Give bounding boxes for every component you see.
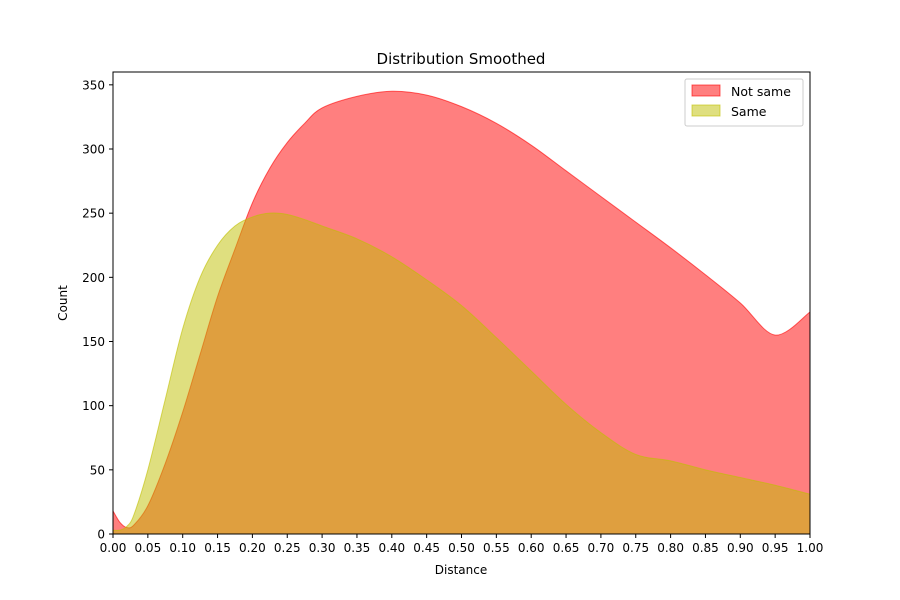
legend-label-not-same: Not same <box>731 84 791 99</box>
x-tick-label: 0.45 <box>413 541 440 555</box>
x-tick-label: 0.15 <box>204 541 231 555</box>
x-tick-label: 0.25 <box>274 541 301 555</box>
x-axis: 0.00 0.05 0.10 0.15 0.20 0.25 0.30 0.35 0.40 0.45… <box>100 534 824 555</box>
x-tick-label: 0.70 <box>588 541 615 555</box>
x-tick-label: 0.65 <box>553 541 580 555</box>
y-axis-label: Count <box>56 285 70 321</box>
y-tick-label: 250 <box>82 207 105 221</box>
y-tick-label: 200 <box>82 271 105 285</box>
legend-label-same: Same <box>731 104 767 119</box>
legend-swatch-same <box>691 104 721 117</box>
x-axis-label: Distance <box>435 563 487 577</box>
y-tick-label: 150 <box>82 335 105 349</box>
legend: Not same Same <box>684 78 804 127</box>
x-tick-label: 0.55 <box>483 541 510 555</box>
x-tick-label: 0.60 <box>518 541 545 555</box>
x-tick-label: 0.50 <box>448 541 475 555</box>
y-axis: 0 50 100 150 200 250 300 350 <box>82 78 113 542</box>
y-tick-label: 0 <box>97 528 105 542</box>
x-tick-label: 0.90 <box>727 541 754 555</box>
x-tick-label: 1.00 <box>797 541 824 555</box>
x-tick-label: 0.35 <box>344 541 371 555</box>
plot-areas <box>112 90 811 535</box>
x-tick-label: 0.95 <box>762 541 789 555</box>
x-tick-label: 0.75 <box>622 541 649 555</box>
y-tick-label: 100 <box>82 399 105 413</box>
y-tick-label: 350 <box>82 78 105 92</box>
chart-title: Distribution Smoothed <box>377 50 546 68</box>
x-tick-label: 0.80 <box>657 541 684 555</box>
x-tick-label: 0.05 <box>134 541 161 555</box>
x-tick-label: 0.10 <box>169 541 196 555</box>
y-tick-label: 50 <box>90 463 105 477</box>
x-tick-label: 0.00 <box>100 541 127 555</box>
legend-swatch-not-same <box>691 84 721 97</box>
x-tick-label: 0.30 <box>309 541 336 555</box>
y-tick-label: 300 <box>82 143 105 157</box>
x-tick-label: 0.40 <box>378 541 405 555</box>
x-tick-label: 0.20 <box>239 541 266 555</box>
area-series-same <box>112 212 811 535</box>
x-tick-label: 0.85 <box>692 541 719 555</box>
